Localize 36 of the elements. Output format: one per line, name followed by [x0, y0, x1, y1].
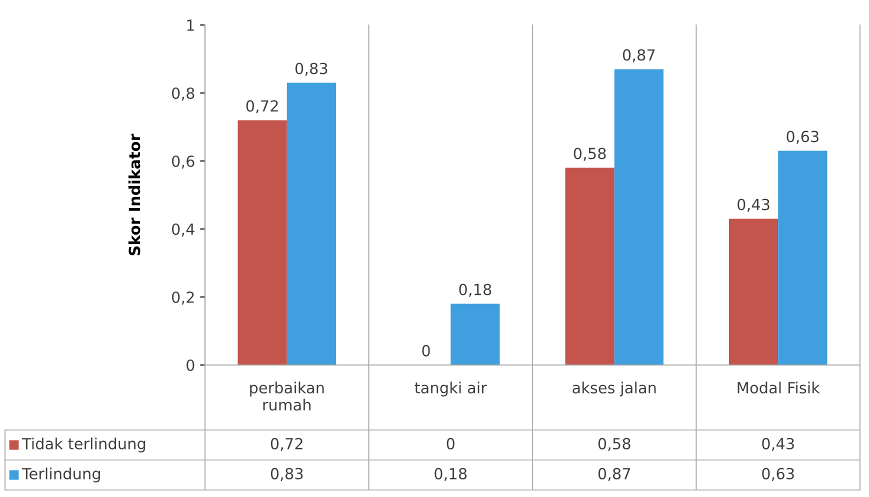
legend-label: Tidak terlindung	[22, 438, 146, 452]
bar	[778, 150, 828, 365]
y-tick-label: 0,4	[172, 223, 194, 237]
y-tick-label: 0	[186, 359, 194, 372]
x-tick-label: perbaikan rumah	[250, 382, 324, 411]
text: 0,58	[574, 148, 606, 161]
x-tick-label: tangki air	[414, 382, 487, 396]
bar	[565, 168, 614, 365]
y-tick-label: 1	[187, 20, 194, 31]
text: 0,87	[622, 49, 655, 62]
data-label: 0,83	[270, 468, 303, 481]
data-label: 0,72	[270, 438, 302, 451]
text: 0	[422, 344, 430, 356]
y-tick-label: 0,8	[172, 87, 194, 101]
text: 0,18	[459, 284, 492, 297]
x-tick-label: akses jalan	[572, 382, 656, 396]
bar	[729, 218, 778, 365]
data-label: 0	[446, 438, 454, 450]
data-label: 0,18	[434, 468, 467, 481]
data-label: 0,58	[598, 438, 630, 451]
x-tick-label: Modal Fisik	[738, 382, 820, 394]
bar	[614, 69, 664, 365]
y-tick-label: 0,2	[172, 291, 194, 305]
bar	[286, 82, 336, 365]
text: 0,83	[295, 62, 328, 76]
text: 0,72	[246, 100, 278, 114]
legend-label: Terlindung	[22, 468, 100, 482]
bar	[238, 120, 287, 365]
y-tick-label: 0,6	[172, 155, 194, 169]
data-label: 0,63	[762, 468, 794, 481]
text: 0,43	[738, 198, 770, 212]
data-label: 0,87	[598, 468, 630, 481]
data-label: 0,43	[762, 438, 794, 451]
y-axis-title: Skor Indikator	[128, 134, 140, 256]
text: 0,63	[786, 130, 818, 144]
bar	[450, 304, 500, 365]
